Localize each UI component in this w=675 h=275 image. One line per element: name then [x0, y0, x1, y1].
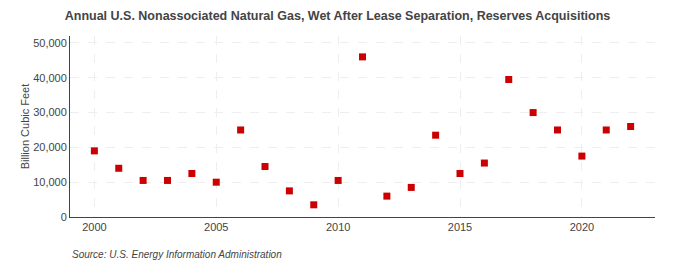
svg-text:30,000: 30,000 — [33, 106, 67, 118]
svg-text:Annual U.S. Nonassociated Natu: Annual U.S. Nonassociated Natural Gas, W… — [65, 9, 611, 23]
svg-text:Source: U.S. Energy Informatio: Source: U.S. Energy Information Administ… — [72, 249, 282, 260]
svg-text:2015: 2015 — [448, 221, 472, 233]
svg-text:2005: 2005 — [204, 221, 228, 233]
svg-text:2010: 2010 — [326, 221, 350, 233]
svg-text:50,000: 50,000 — [33, 37, 67, 49]
svg-text:20,000: 20,000 — [33, 141, 67, 153]
svg-text:10,000: 10,000 — [33, 176, 67, 188]
svg-text:Billion Cubic Feet: Billion Cubic Feet — [19, 84, 31, 170]
svg-text:0: 0 — [61, 211, 67, 223]
svg-text:2020: 2020 — [570, 221, 594, 233]
svg-text:40,000: 40,000 — [33, 72, 67, 84]
svg-text:2000: 2000 — [82, 221, 106, 233]
